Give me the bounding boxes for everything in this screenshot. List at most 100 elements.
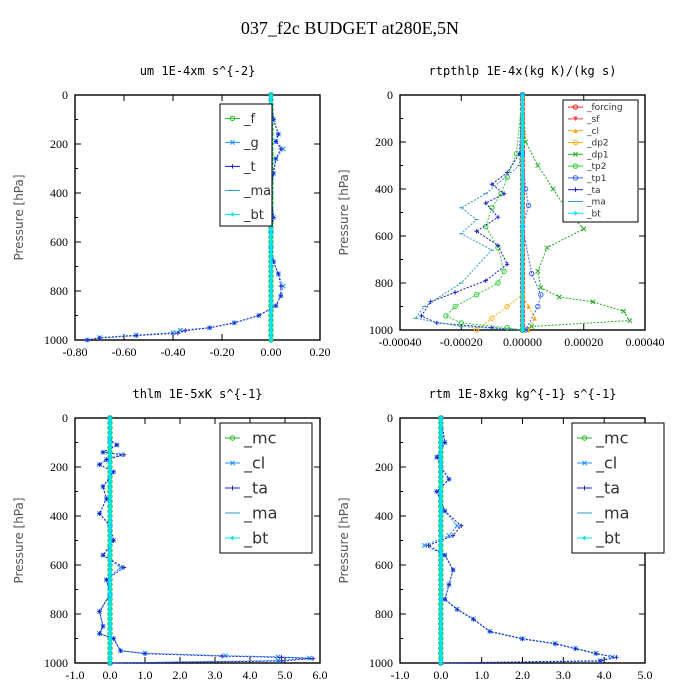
data-point	[107, 592, 113, 597]
data-point	[107, 450, 113, 455]
series-line	[427, 417, 617, 664]
data-point	[279, 658, 284, 664]
data-point	[520, 163, 525, 168]
data-point	[104, 457, 109, 462]
data-point	[268, 259, 274, 264]
data-point	[450, 567, 456, 573]
data-point	[97, 335, 102, 341]
data-point	[107, 484, 113, 489]
data-point	[438, 626, 444, 631]
data-point	[256, 313, 261, 318]
x-tick-label: 0.00	[261, 345, 282, 359]
data-point	[438, 582, 444, 587]
y-tick-label: 200	[375, 460, 393, 474]
x-tick-label: 0.00000	[503, 335, 542, 349]
data-point	[438, 504, 444, 509]
y-tick-label: 800	[375, 276, 393, 290]
data-point	[434, 489, 439, 494]
data-point	[520, 229, 525, 234]
y-tick-label: 400	[375, 182, 393, 196]
x-tick-label: 1.0	[138, 668, 153, 682]
chart-panel-3: thlm 1E-5xK s^{-1} Pressure [hPa] 0 200 400 6…	[12, 387, 328, 682]
legend-marker	[572, 104, 579, 110]
data-point	[621, 308, 627, 314]
data-point	[526, 304, 531, 309]
data-point	[107, 533, 113, 538]
data-point	[276, 132, 281, 137]
data-point	[438, 538, 444, 543]
data-point	[134, 333, 139, 338]
data-point	[107, 626, 113, 631]
data-point	[520, 102, 525, 107]
data-point	[438, 450, 444, 455]
x-tick-label: 0.0	[433, 668, 448, 682]
data-point	[107, 582, 113, 587]
legend: _f _g _t _ma _bt	[219, 103, 273, 227]
data-point	[107, 440, 113, 445]
data-point	[520, 182, 525, 187]
data-point	[520, 168, 525, 173]
series-line	[476, 95, 523, 331]
data-point	[438, 440, 444, 445]
data-point	[438, 660, 444, 666]
data-point	[222, 653, 229, 659]
y-axis-label: Pressure [hPa]	[337, 169, 351, 255]
legend-marker	[230, 212, 235, 217]
data-point	[520, 233, 525, 239]
data-point	[275, 657, 281, 664]
data-point	[520, 285, 525, 290]
data-point	[520, 116, 525, 121]
data-point	[107, 577, 113, 582]
data-point	[535, 162, 541, 169]
data-point	[268, 337, 274, 343]
data-point	[438, 602, 444, 607]
y-tick-label: 400	[50, 509, 68, 523]
data-point	[454, 607, 460, 612]
data-point	[268, 244, 274, 250]
data-point	[100, 624, 106, 629]
legend-label: _ma	[243, 504, 277, 524]
data-point	[504, 303, 510, 310]
data-point	[471, 617, 476, 622]
legend-label: _f	[243, 112, 256, 127]
legend-marker	[230, 535, 235, 541]
legend-marker	[581, 435, 588, 441]
series-line	[420, 94, 523, 331]
data-point	[590, 299, 596, 305]
y-tick-label: 0	[62, 411, 68, 425]
data-point	[442, 508, 448, 514]
data-point	[520, 313, 525, 319]
data-point	[520, 299, 525, 304]
data-point	[121, 452, 127, 457]
data-point	[520, 262, 525, 267]
data-point	[520, 323, 525, 328]
legend-marker	[572, 139, 579, 146]
data-point	[207, 325, 212, 330]
data-point	[438, 655, 444, 661]
data-point	[520, 266, 525, 272]
data-point	[438, 611, 444, 617]
legend-marker	[229, 435, 236, 441]
x-tick-label: 1.0	[474, 668, 489, 682]
data-point	[520, 257, 525, 262]
data-point	[438, 621, 444, 626]
data-point	[501, 191, 507, 196]
y-tick-label: 0	[387, 411, 393, 425]
x-tick-label: 0.20	[310, 345, 331, 359]
x-tick-label: 2.0	[515, 668, 530, 682]
y-tick-label: 200	[50, 460, 68, 474]
data-point	[107, 508, 113, 514]
legend-marker	[582, 485, 587, 491]
data-point	[107, 548, 113, 553]
series-line	[98, 418, 314, 664]
data-point	[520, 158, 525, 163]
x-tick-label: -0.80	[63, 345, 88, 359]
data-point	[438, 577, 444, 582]
data-point	[107, 611, 113, 617]
data-point	[434, 320, 439, 326]
data-point	[520, 280, 525, 286]
data-point	[268, 308, 274, 313]
data-point	[268, 323, 274, 328]
data-point	[438, 528, 444, 533]
x-tick-label: 2.0	[173, 668, 188, 682]
